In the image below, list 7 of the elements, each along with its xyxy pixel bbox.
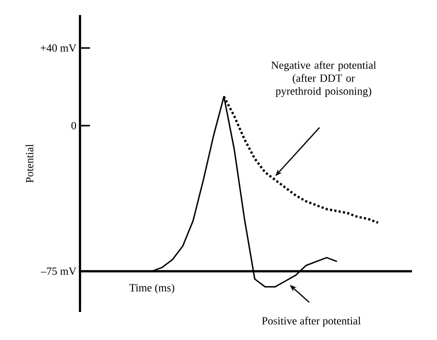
y-axis-title: Potential (26, 144, 34, 183)
y-tick-label: –75 mV (40, 268, 76, 275)
annotation: Negative after potential (after DDT or pyrethroid poisoning) (271, 61, 376, 98)
text: Positive after potential (262, 316, 361, 327)
x-axis-title: Time (ms) (129, 284, 174, 294)
y-tick-label: 0 (71, 122, 76, 130)
y-tick-label: +40 mV (40, 44, 76, 52)
